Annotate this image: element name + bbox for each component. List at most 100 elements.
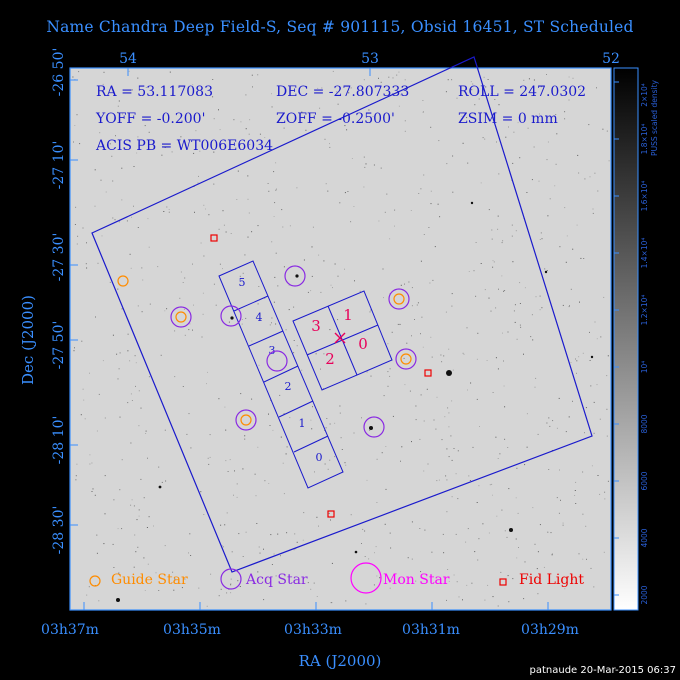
background-speckle <box>238 533 240 535</box>
background-speckle <box>485 86 487 88</box>
background-speckle <box>466 327 468 329</box>
background-speckle <box>533 79 535 81</box>
background-speckle <box>254 473 256 475</box>
background-speckle <box>142 279 144 281</box>
background-speckle <box>431 356 433 358</box>
background-speckle <box>88 586 90 588</box>
background-speckle <box>135 385 136 387</box>
background-speckle <box>376 458 378 460</box>
background-speckle <box>484 138 486 140</box>
background-speckle <box>539 578 541 579</box>
background-speckle <box>462 352 464 354</box>
background-speckle <box>256 523 258 524</box>
background-speckle <box>554 185 556 187</box>
background-speckle <box>259 133 261 135</box>
background-speckle <box>484 289 486 291</box>
background-speckle <box>240 121 242 123</box>
background-speckle <box>558 512 560 514</box>
background-speckle <box>268 190 270 192</box>
background-speckle <box>378 77 379 79</box>
background-speckle <box>160 354 162 356</box>
background-speckle <box>380 81 382 83</box>
background-speckle <box>145 430 147 432</box>
background-speckle <box>490 310 492 312</box>
background-speckle <box>239 586 241 587</box>
background-speckle <box>103 543 105 545</box>
background-speckle <box>460 92 462 94</box>
background-speckle <box>407 557 409 559</box>
s-chip-label: 2 <box>285 380 292 393</box>
background-speckle <box>164 310 166 312</box>
background-speckle <box>603 296 605 298</box>
s-chip-label: 1 <box>299 417 306 430</box>
background-speckle <box>117 378 119 380</box>
background-speckle <box>562 522 564 524</box>
background-speckle <box>537 593 539 595</box>
background-speckle <box>131 400 133 401</box>
background-speckle <box>607 480 609 482</box>
background-speckle <box>606 408 608 410</box>
background-speckle <box>579 301 580 303</box>
background-speckle <box>568 99 570 101</box>
background-speckle <box>171 151 173 153</box>
background-speckle <box>576 372 577 374</box>
background-speckle <box>389 368 391 370</box>
background-speckle <box>421 316 423 318</box>
background-speckle <box>514 321 516 323</box>
background-speckle <box>389 587 391 589</box>
background-speckle <box>584 432 585 434</box>
background-speckle <box>580 257 582 259</box>
background-speckle <box>271 322 272 324</box>
background-speckle <box>491 483 493 485</box>
background-speckle <box>568 76 570 78</box>
background-speckle <box>138 509 140 511</box>
colorbar-tick-label: 1.6×10⁴ <box>640 181 649 212</box>
background-speckle <box>75 475 77 477</box>
background-speckle <box>103 71 105 73</box>
background-speckle <box>138 425 140 427</box>
background-speckle <box>264 298 266 299</box>
background-speckle <box>457 450 459 452</box>
background-speckle <box>531 179 533 181</box>
background-speckle <box>570 362 572 364</box>
background-speckle <box>559 469 560 471</box>
background-speckle <box>233 119 235 121</box>
background-speckle <box>130 393 132 395</box>
background-speckle <box>451 293 453 295</box>
colorbar-tick-label: 1.4×10⁴ <box>640 238 649 269</box>
background-speckle <box>228 321 230 323</box>
background-speckle <box>84 418 86 420</box>
background-speckle <box>157 266 159 268</box>
background-speckle <box>94 205 96 207</box>
background-speckle <box>392 415 394 417</box>
background-speckle <box>361 417 362 419</box>
background-speckle <box>559 246 561 248</box>
background-speckle <box>73 141 74 143</box>
background-speckle <box>369 429 371 431</box>
background-speckle <box>408 281 410 283</box>
background-speckle <box>401 446 403 448</box>
background-speckle <box>503 290 505 292</box>
background-speckle <box>555 163 557 165</box>
background-speckle <box>274 276 276 278</box>
background-speckle <box>368 558 370 560</box>
acq-star-marker <box>284 265 306 287</box>
background-speckle <box>504 290 506 291</box>
background-speckle <box>303 512 305 514</box>
background-speckle <box>218 109 219 111</box>
background-speckle <box>516 338 518 340</box>
background-speckle <box>590 567 592 569</box>
background-speckle <box>189 533 191 535</box>
background-speckle <box>320 291 322 293</box>
background-speckle <box>198 587 200 589</box>
background-speckle <box>423 111 424 113</box>
star-noise <box>72 70 610 607</box>
background-speckle <box>491 238 493 240</box>
left-tick-label: -28 30' <box>51 506 67 555</box>
background-speckle <box>568 416 570 418</box>
background-speckle <box>507 575 509 577</box>
background-speckle <box>432 279 434 281</box>
background-speckle <box>224 524 226 526</box>
background-speckle <box>389 238 391 240</box>
background-speckle <box>225 429 227 431</box>
